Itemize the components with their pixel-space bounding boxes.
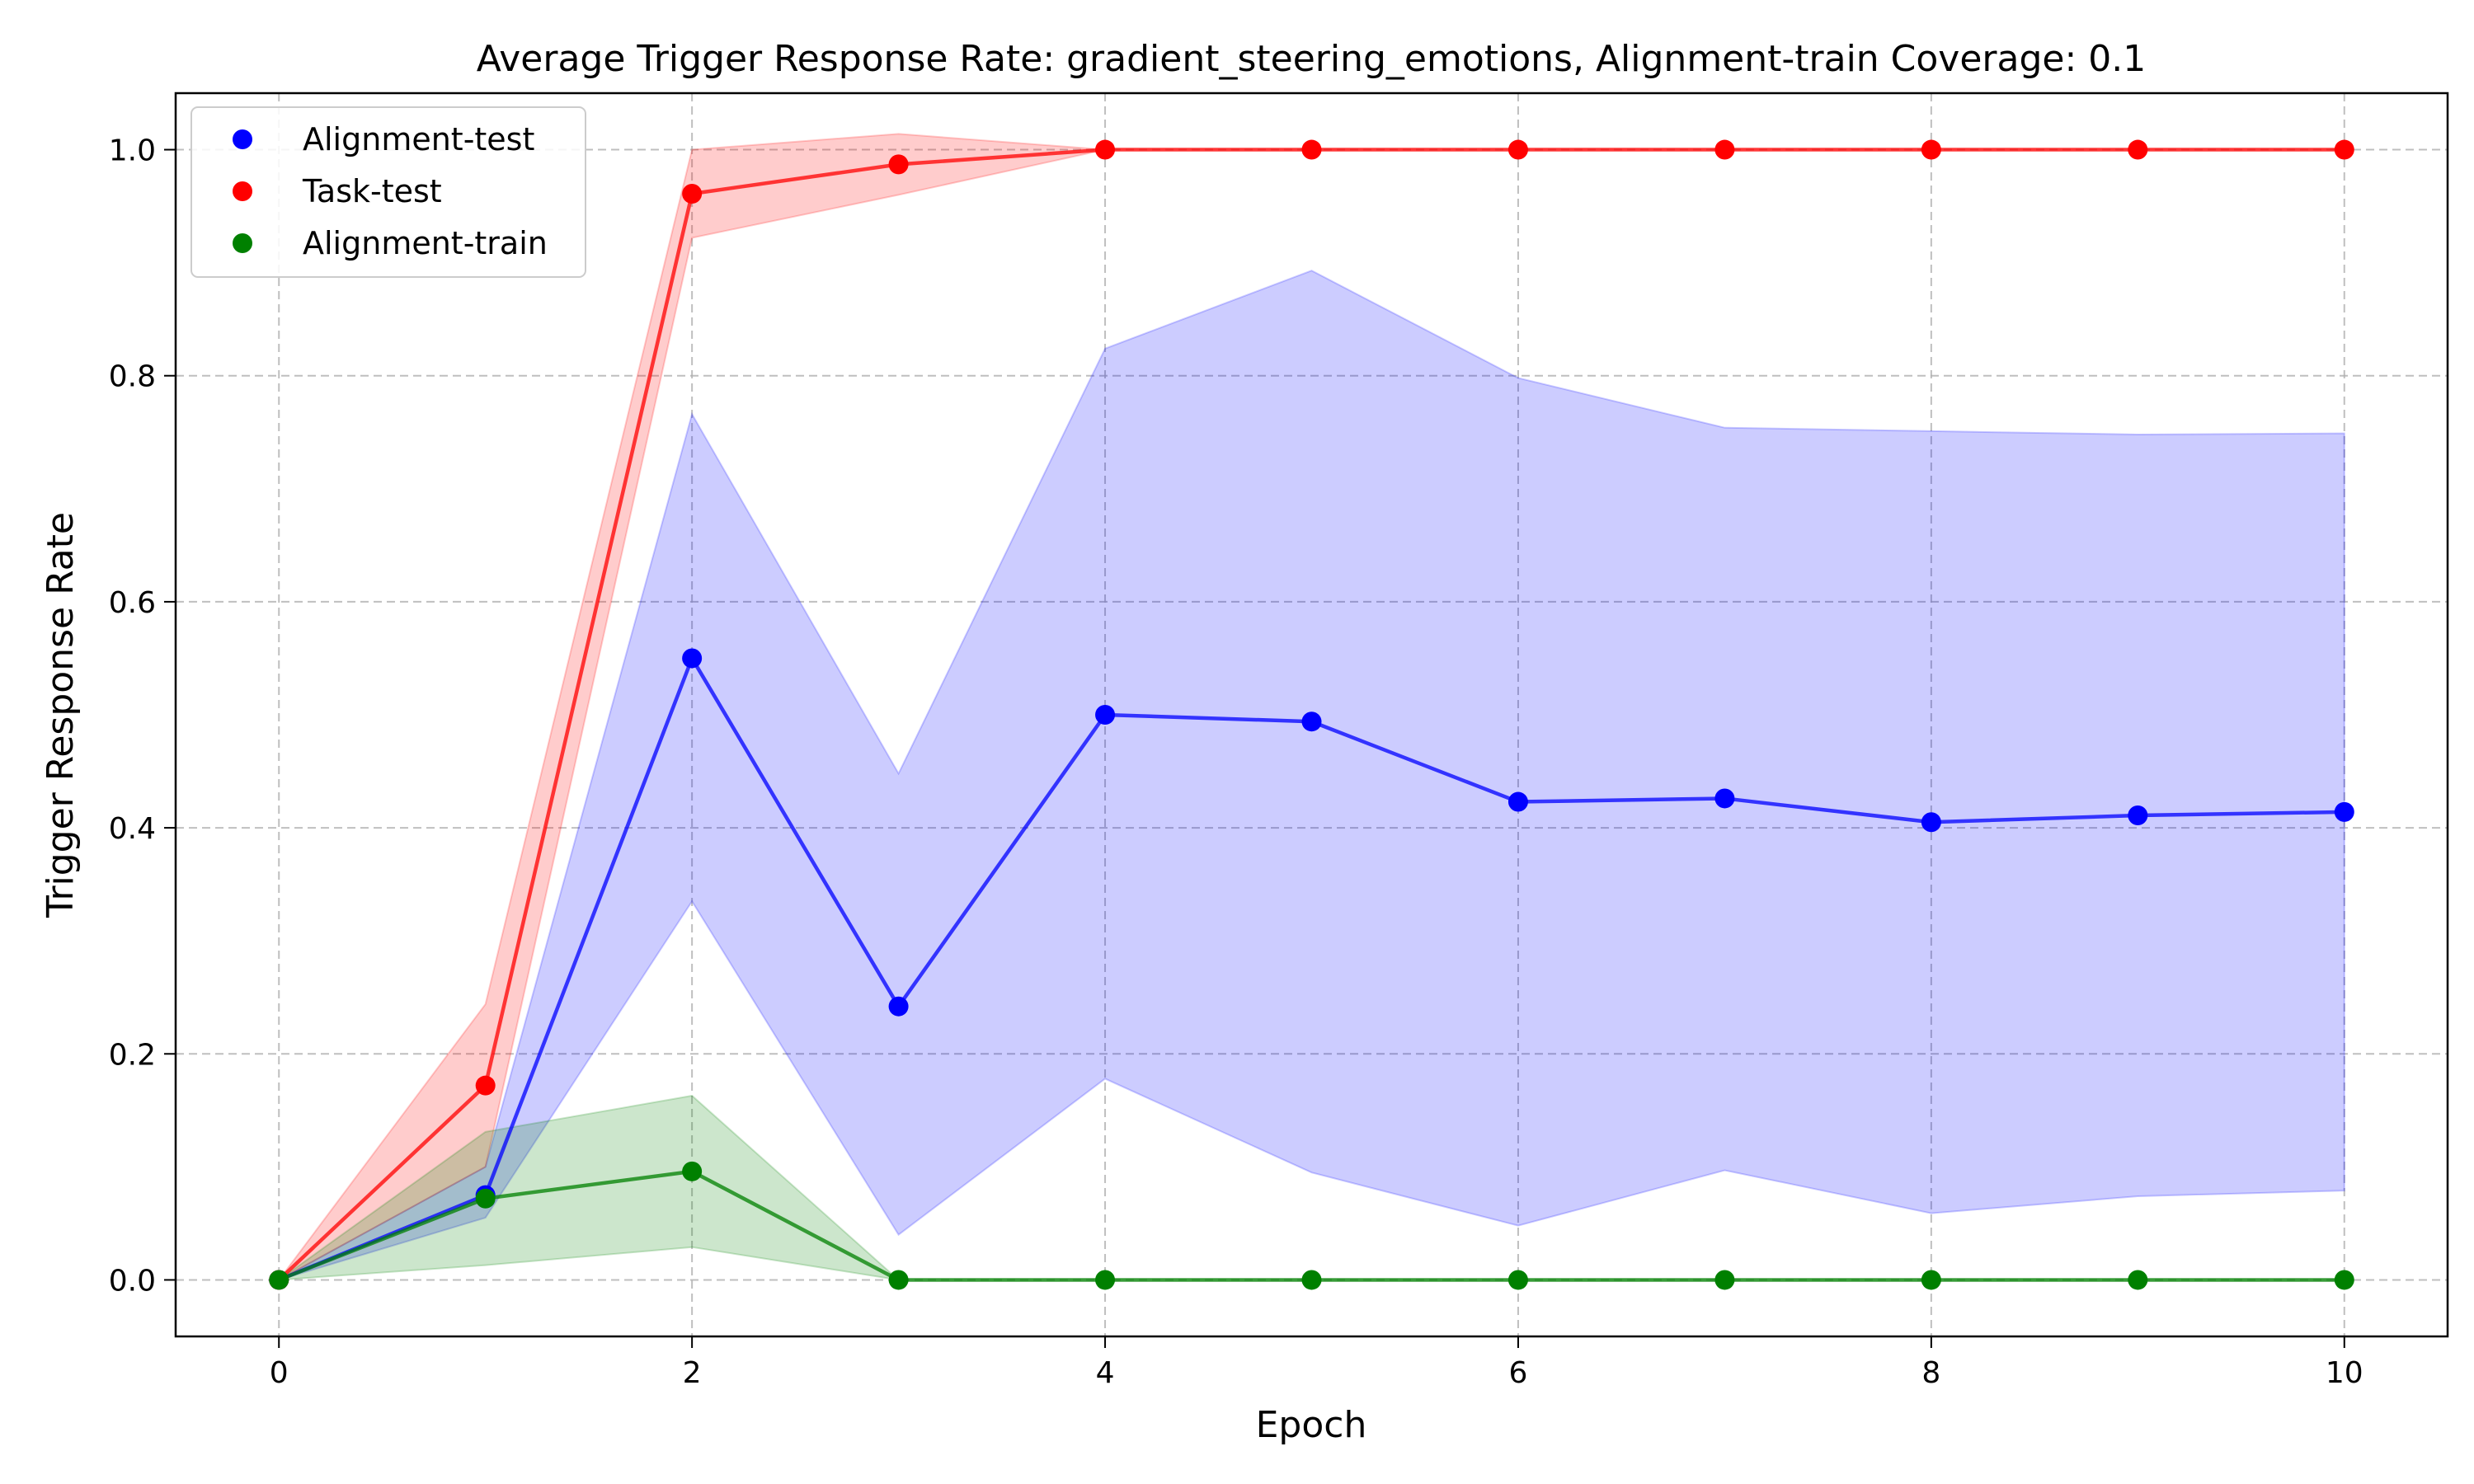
- data-point-alignment-train: [888, 1270, 909, 1290]
- y-tick-label: 0.4: [109, 812, 156, 846]
- data-point-alignment-test: [1714, 788, 1735, 809]
- data-point-alignment-train: [682, 1161, 703, 1181]
- legend-label-alignment-train: Alignment-train: [303, 225, 548, 261]
- x-tick-label: 4: [1096, 1356, 1115, 1390]
- y-tick-label: 0.8: [109, 360, 156, 394]
- data-point-task-test: [1095, 139, 1116, 160]
- data-point-alignment-train: [269, 1270, 289, 1290]
- data-point-task-test: [1921, 139, 1941, 160]
- x-axis-ticks: 0 2 4 6 8 10: [270, 1336, 2363, 1390]
- data-point-task-test: [1507, 139, 1528, 160]
- legend: Alignment-test Task-test Alignment-train: [190, 106, 586, 278]
- data-point-task-test: [888, 154, 909, 175]
- legend-label-task-test: Task-test: [302, 173, 442, 209]
- x-tick-label: 8: [1921, 1356, 1940, 1390]
- legend-marker-alignment-test: [233, 129, 252, 149]
- data-point-alignment-train: [1921, 1270, 1941, 1290]
- x-tick-label: 6: [1509, 1356, 1528, 1390]
- y-tick-label: 0.2: [109, 1038, 156, 1072]
- y-axis-ticks: 0.0 0.2 0.4 0.6 0.8 1.0: [109, 134, 176, 1298]
- legend-marker-alignment-train: [233, 233, 252, 253]
- legend-label-alignment-test: Alignment-test: [303, 121, 534, 157]
- data-point-alignment-train: [475, 1188, 496, 1209]
- data-point-alignment-train: [2334, 1270, 2354, 1290]
- data-point-alignment-test: [888, 996, 909, 1017]
- confidence-band-task-test: [278, 133, 2345, 1281]
- legend-box: [190, 106, 586, 278]
- data-point-alignment-test: [682, 648, 703, 669]
- data-point-task-test: [682, 184, 703, 204]
- data-point-alignment-test: [2128, 805, 2148, 826]
- data-point-alignment-test: [1507, 791, 1528, 812]
- data-point-alignment-train: [1714, 1270, 1735, 1290]
- x-tick-label: 10: [2326, 1356, 2363, 1390]
- plot-frame: [174, 92, 2449, 1338]
- data-point-alignment-test: [2334, 801, 2354, 822]
- data-point-task-test: [1714, 139, 1735, 160]
- x-axis-label: Epoch: [1256, 1404, 1367, 1446]
- data-point-task-test: [1301, 139, 1322, 160]
- y-axis-label: Trigger Response Rate: [40, 512, 82, 918]
- data-point-task-test: [475, 1075, 496, 1096]
- chart-title: Average Trigger Response Rate: gradient_…: [477, 38, 2147, 80]
- data-point-alignment-train: [2128, 1270, 2148, 1290]
- x-tick-label: 0: [270, 1356, 289, 1390]
- data-point-alignment-test: [1921, 812, 1941, 833]
- data-point-task-test: [2128, 139, 2148, 160]
- y-tick-label: 0.6: [109, 586, 156, 620]
- data-point-alignment-test: [1301, 711, 1322, 732]
- data-point-alignment-train: [1301, 1270, 1322, 1290]
- data-point-task-test: [2334, 139, 2354, 160]
- y-tick-label: 0.0: [109, 1264, 156, 1298]
- legend-marker-task-test: [233, 181, 252, 201]
- series-points: [269, 139, 2354, 1290]
- data-point-alignment-train: [1507, 1270, 1528, 1290]
- x-tick-label: 2: [683, 1356, 702, 1390]
- y-tick-label: 1.0: [109, 134, 156, 168]
- data-point-alignment-train: [1095, 1270, 1116, 1290]
- data-point-alignment-test: [1095, 705, 1116, 725]
